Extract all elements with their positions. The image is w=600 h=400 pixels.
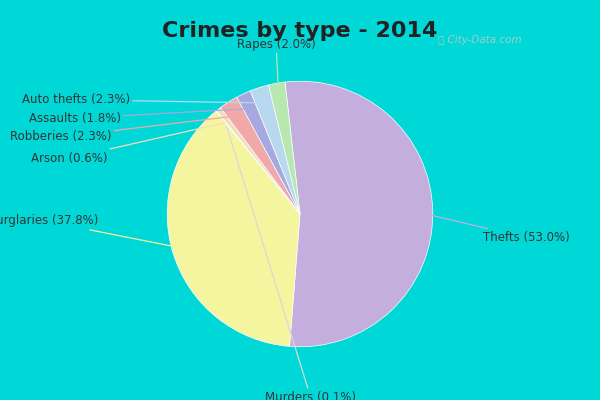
Text: Arson (0.6%): Arson (0.6%) [31,123,225,165]
Wedge shape [217,108,300,214]
Wedge shape [285,81,433,347]
Wedge shape [216,111,300,214]
Text: ⓘ City-Data.com: ⓘ City-Data.com [438,35,522,45]
Wedge shape [269,82,300,214]
Title: Crimes by type - 2014: Crimes by type - 2014 [163,21,437,41]
Text: Auto thefts (2.3%): Auto thefts (2.3%) [22,93,261,106]
Wedge shape [221,97,300,214]
Text: Burglaries (37.8%): Burglaries (37.8%) [0,214,186,249]
Wedge shape [167,111,300,346]
Text: Robberies (2.3%): Robberies (2.3%) [10,116,233,144]
Text: Murders (0.1%): Murders (0.1%) [227,126,356,400]
Wedge shape [250,85,300,214]
Text: Rapes (2.0%): Rapes (2.0%) [237,38,316,96]
Text: Assaults (1.8%): Assaults (1.8%) [29,109,247,125]
Wedge shape [237,91,300,214]
Text: Thefts (53.0%): Thefts (53.0%) [419,212,570,244]
